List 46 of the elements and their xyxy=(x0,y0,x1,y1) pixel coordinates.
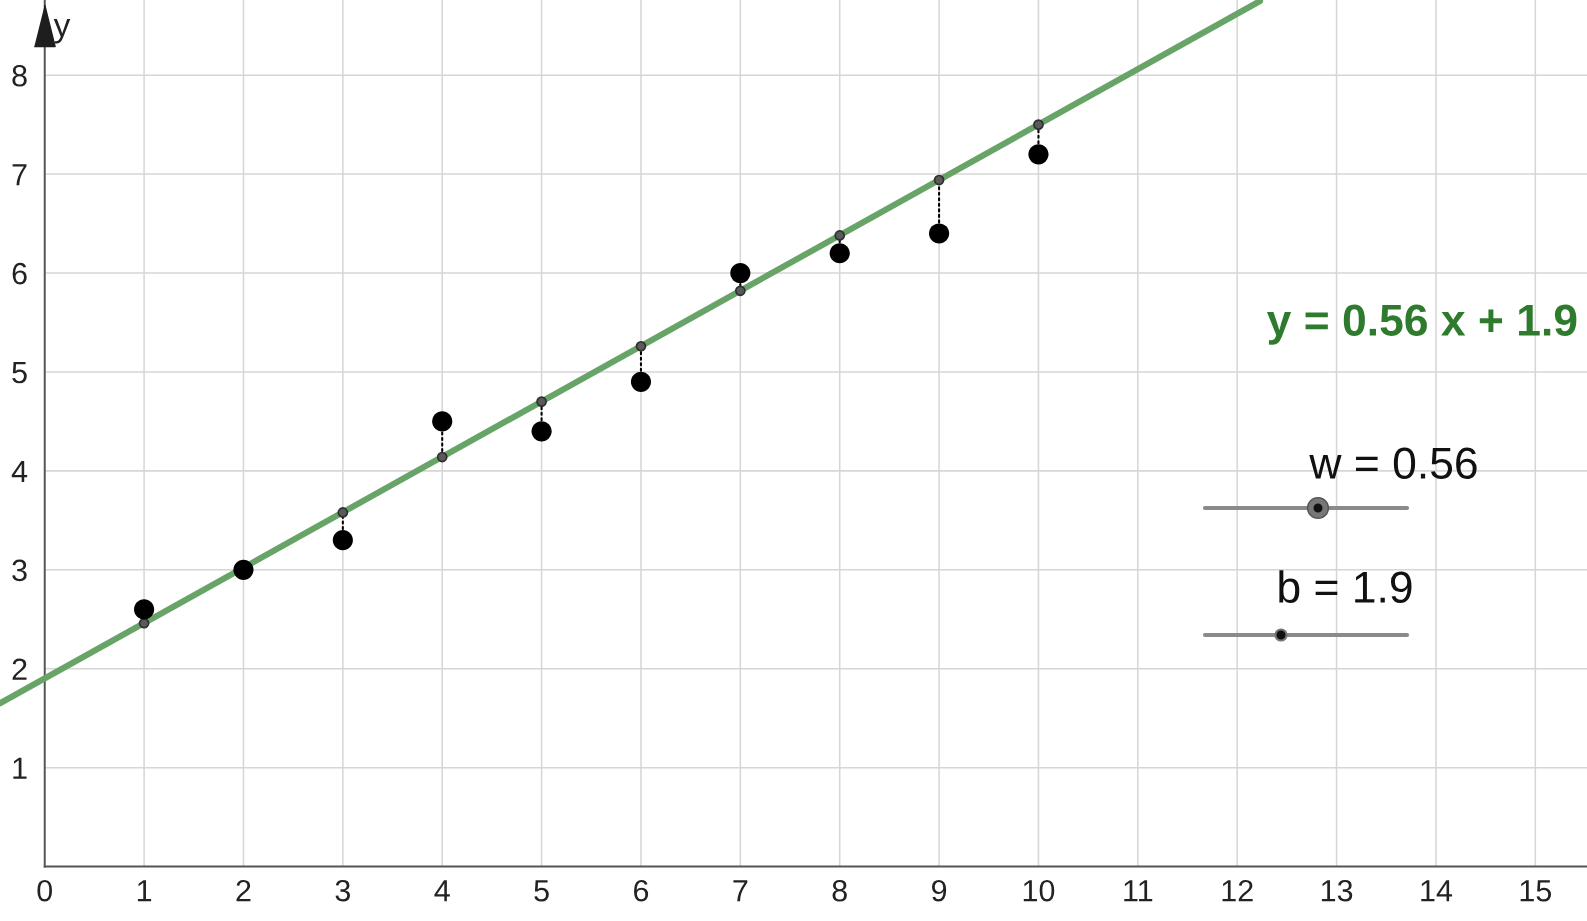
annotation: w = 0.56 xyxy=(1309,447,1477,479)
x-tick-label: 12 xyxy=(1222,879,1253,902)
y-tick-label: 7 xyxy=(12,164,27,186)
y-axis-title: y xyxy=(53,19,71,44)
x-tick-label: 4 xyxy=(434,880,450,902)
point xyxy=(834,230,846,241)
point xyxy=(630,371,652,392)
x-tick-label: 10 xyxy=(1023,879,1055,902)
y-tick-label: 2 xyxy=(12,658,27,680)
point xyxy=(531,421,552,442)
point xyxy=(134,599,155,620)
x-tick-label: 3 xyxy=(335,879,350,902)
x-tick-label: 14 xyxy=(1421,880,1453,902)
x-tick-label: 15 xyxy=(1520,880,1552,902)
point xyxy=(436,451,448,463)
point xyxy=(933,174,945,186)
x-tick-label: 8 xyxy=(832,879,847,902)
annotation: b = 1.9 xyxy=(1279,570,1412,603)
point xyxy=(536,396,547,407)
point xyxy=(734,285,746,297)
x-tick-label: 5 xyxy=(534,880,549,902)
y-tick-label: 8 xyxy=(12,64,27,87)
point xyxy=(1028,144,1049,165)
y-tick-label: 5 xyxy=(12,362,27,384)
y-tick-label: 3 xyxy=(12,559,27,582)
x-tick-label: 11 xyxy=(1124,880,1153,902)
point xyxy=(635,340,647,352)
x-tick-label: 9 xyxy=(932,879,947,902)
point xyxy=(730,262,751,284)
point xyxy=(829,243,850,264)
point xyxy=(332,530,353,551)
x-tick-label: 6 xyxy=(634,879,649,902)
x-tick-label: 1 xyxy=(137,880,152,902)
annotation: y = 0.56 x + 1.9 xyxy=(1266,304,1577,345)
y-tick-label: 6 xyxy=(12,262,27,285)
x-tick-label: 0 xyxy=(37,879,53,902)
x-tick-label: 13 xyxy=(1321,879,1353,902)
point xyxy=(1033,119,1044,130)
point xyxy=(432,411,453,432)
point xyxy=(337,507,349,518)
y-tick-label: 4 xyxy=(11,460,28,482)
y-tick-label: 1 xyxy=(13,757,27,779)
x-tick-label: 7 xyxy=(733,880,748,902)
point xyxy=(929,223,950,244)
x-tick-label: 2 xyxy=(236,879,251,902)
point xyxy=(233,559,254,580)
